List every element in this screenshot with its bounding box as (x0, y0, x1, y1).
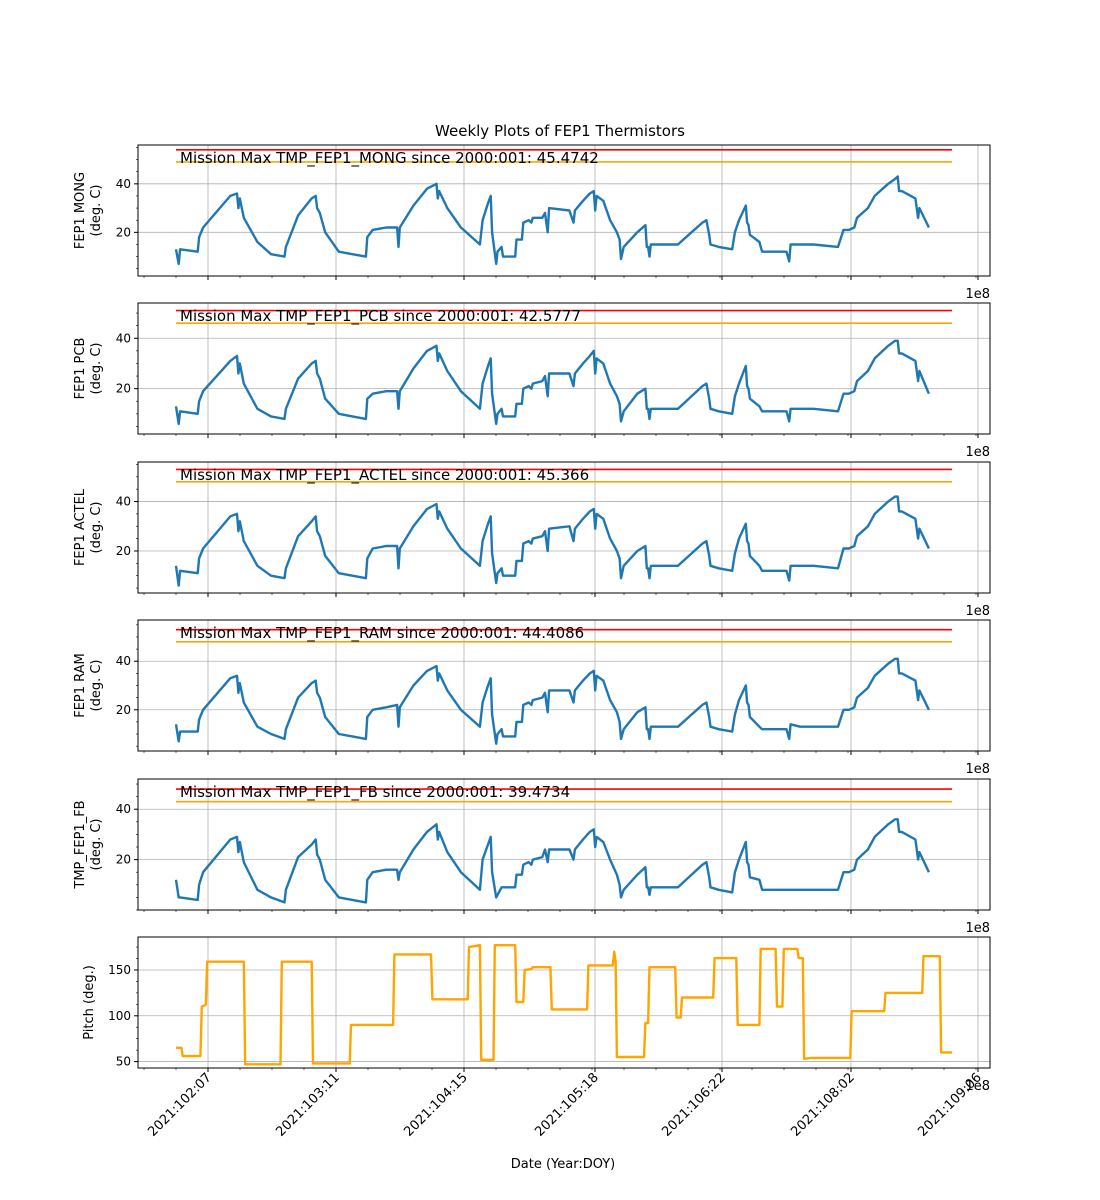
panel-2: 20 40 Mission Max TMP_FEP1_PCB since 2000:… (73, 302, 991, 460)
y-axis-unit-label: (deg. C) (89, 185, 104, 237)
x-axis-label: Date (Year:DOY) (511, 1157, 616, 1172)
y-axis-unit-label: (deg. C) (89, 660, 104, 712)
y-tick-label: 40 (116, 654, 131, 668)
mission-max-annotation: Mission Max TMP_FEP1_MONG since 2000:001… (180, 149, 599, 168)
axes-frame (137, 778, 991, 911)
mission-max-annotation: Mission Max TMP_FEP1_FB since 2000:001: … (180, 783, 570, 802)
chart-panels: 20 40 Mission Max TMP_FEP1_MONG since 2000… (73, 144, 991, 1094)
mission-max-annotation: Mission Max TMP_FEP1_PCB since 2000:001:… (180, 307, 581, 326)
panel-1: 20 40 Mission Max TMP_FEP1_MONG since 2000… (73, 144, 991, 302)
series-line (174, 657, 930, 745)
y-tick-label: 40 (116, 802, 131, 816)
series-line (176, 944, 952, 1066)
y-tick-label: 20 (116, 382, 131, 396)
axes-frame (137, 144, 991, 277)
panel-4: 20 40 Mission Max TMP_FEP1_RAM since 2000:… (73, 619, 991, 777)
y-axis-unit-label: (deg. C) (89, 343, 104, 395)
y-tick-label: 20 (116, 225, 131, 239)
y-tick-label: 20 (116, 703, 131, 717)
y-axis-unit-label: (deg. C) (89, 502, 104, 554)
axes-frame (137, 302, 991, 435)
series-line (174, 175, 930, 266)
x-offset-label: 1e8 (965, 921, 990, 936)
panel-5: 20 40 Mission Max TMP_FEP1_FB since 2000:0… (73, 778, 991, 936)
x-offset-label: 1e8 (965, 1079, 990, 1094)
y-axis-label: FEP1 ACTEL (73, 488, 88, 566)
y-tick-label: 100 (108, 1009, 131, 1023)
mission-max-annotation: Mission Max TMP_FEP1_ACTEL since 2000:00… (180, 466, 589, 485)
y-tick-label: 50 (116, 1055, 131, 1069)
y-tick-label: 20 (116, 853, 131, 867)
y-tick-label: 20 (116, 544, 131, 558)
y-tick-label: 40 (116, 177, 131, 191)
series-line (174, 339, 931, 426)
mission-max-annotation: Mission Max TMP_FEP1_RAM since 2000:001:… (180, 624, 584, 643)
axes-frame (137, 619, 991, 752)
y-axis-label: FEP1 RAM (73, 653, 88, 718)
y-axis-unit-label: (deg. C) (89, 819, 104, 871)
x-offset-label: 1e8 (965, 287, 990, 302)
x-offset-label: 1e8 (965, 762, 990, 777)
series-line (174, 818, 930, 904)
x-offset-label: 1e8 (965, 445, 990, 460)
y-axis-label: TMP_FEP1_FB (73, 800, 88, 889)
series-line (174, 495, 930, 587)
axes-frame (137, 461, 991, 594)
y-tick-label: 150 (108, 963, 131, 977)
panel-6: 50 100 150 Pitch (deg.) 1e8 (82, 936, 991, 1094)
y-tick-label: 40 (116, 495, 131, 509)
panel-3: 20 40 Mission Max TMP_FEP1_ACTEL since 200… (73, 461, 991, 619)
axes-frame (137, 936, 991, 1069)
chart-title: Weekly Plots of FEP1 Thermistors (435, 122, 685, 140)
y-tick-label: 40 (116, 331, 131, 345)
y-axis-label: Pitch (deg.) (82, 965, 97, 1040)
y-axis-label: FEP1 PCB (73, 338, 88, 400)
y-axis-label: FEP1 MONG (73, 172, 88, 249)
x-offset-label: 1e8 (965, 604, 990, 619)
